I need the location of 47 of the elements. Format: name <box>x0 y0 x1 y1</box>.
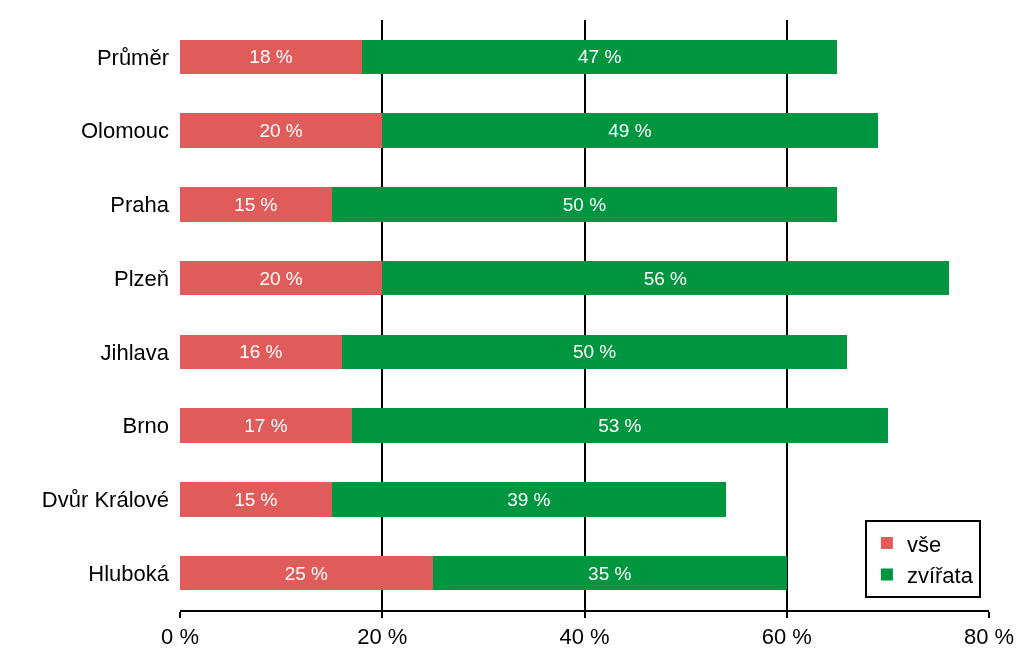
y-tick-label: Jihlava <box>100 339 170 365</box>
bar <box>432 555 787 591</box>
data-label: 15 % <box>234 193 278 215</box>
data-label: 49 % <box>608 120 652 142</box>
x-tick-label: 60 % <box>761 624 812 650</box>
bar <box>331 187 838 222</box>
bar <box>382 113 878 148</box>
data-label: 50 % <box>572 341 617 363</box>
bar <box>180 113 383 148</box>
x-tick-label: 80 % <box>963 624 1015 650</box>
y-tick-label: Průměr <box>96 44 169 70</box>
x-tick-label: 40 % <box>559 624 610 650</box>
data-label: 25 % <box>284 562 329 584</box>
bar <box>180 187 332 222</box>
y-tick-label: Praha <box>110 192 170 218</box>
bar <box>341 334 848 370</box>
data-label: 35 % <box>588 562 632 584</box>
x-tick-label: 20 % <box>357 624 408 650</box>
legend-label: zvířata <box>906 563 974 589</box>
data-label: 39 % <box>507 488 551 510</box>
data-label: 56 % <box>643 267 688 289</box>
bar <box>180 555 433 591</box>
y-tick-label: Brno <box>122 413 169 439</box>
y-tick-label: Dvůr Králové <box>41 487 169 513</box>
bar <box>362 39 838 75</box>
data-label: 20 % <box>259 120 303 142</box>
y-tick-label: Olomouc <box>80 118 169 144</box>
bar <box>331 482 727 517</box>
bar <box>351 408 888 443</box>
data-label: 47 % <box>577 46 622 68</box>
bar <box>180 408 352 443</box>
bar <box>382 260 949 296</box>
data-label: 15 % <box>234 488 278 510</box>
bar <box>180 39 363 75</box>
bar <box>180 334 342 370</box>
data-label: 17 % <box>244 415 288 437</box>
data-label: 18 % <box>249 46 293 68</box>
y-tick-label: Plzeň <box>113 265 169 291</box>
y-tick-label: Hluboká <box>88 560 170 586</box>
x-tick-label: 0 % <box>161 624 199 650</box>
data-label: 50 % <box>562 193 607 215</box>
data-label: 20 % <box>259 267 303 289</box>
legend-label: vše <box>906 531 942 557</box>
bar <box>180 260 383 296</box>
data-label: 53 % <box>598 415 642 437</box>
bar <box>180 482 332 517</box>
data-label: 16 % <box>239 341 283 363</box>
